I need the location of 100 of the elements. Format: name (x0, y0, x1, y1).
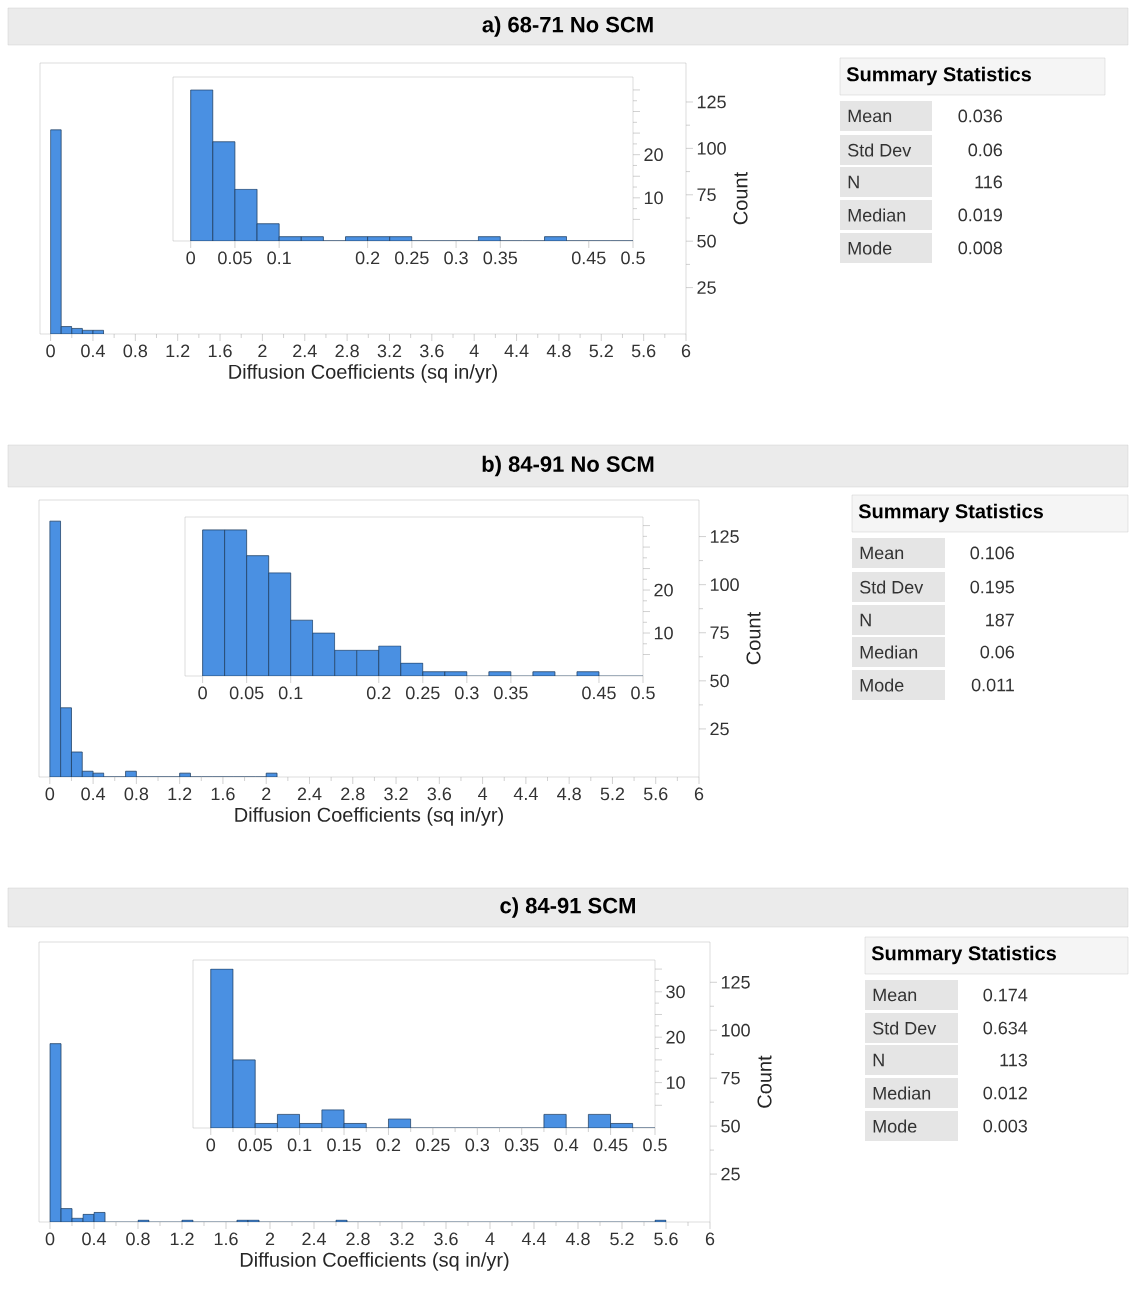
x-tick-label: 0 (45, 787, 55, 801)
x-tick-label: 5.6 (654, 1232, 678, 1246)
x-axis-title: Diffusion Coefficients (sq in/yr) (235, 807, 503, 826)
x-tick-label: 3.6 (427, 787, 452, 801)
y-tick-label: 50 (721, 1119, 740, 1133)
x-tick-label: 0.5 (621, 251, 645, 265)
y-tick-label: 20 (654, 583, 673, 597)
data-label: 0.012 (983, 1086, 1027, 1100)
x-tick-label: 0.2 (355, 251, 380, 265)
x-tick-label: 2 (265, 1232, 275, 1246)
x-tick-label: 0.4 (81, 344, 105, 358)
x-tick-label: 1.6 (208, 344, 232, 358)
y-axis-title: Count (757, 1055, 772, 1108)
x-tick-label: 0.8 (126, 1232, 150, 1246)
x-tick-label: 2.8 (346, 1232, 370, 1246)
x-tick-label: 0.25 (395, 251, 429, 265)
x-tick-label: 0.1 (278, 686, 303, 700)
data-label: 0.06 (980, 645, 1015, 659)
y-tick-label: 100 (697, 142, 726, 155)
category-label: Mode (860, 678, 904, 692)
x-tick-label: 0.25 (416, 1138, 450, 1152)
x-tick-label: 3.2 (390, 1232, 414, 1246)
x-tick-label: 0.5 (643, 1138, 667, 1152)
x-tick-label: 4.8 (546, 344, 571, 358)
x-tick-label: 1.2 (168, 787, 192, 801)
chart-title: a) 68-71 No SCM (482, 16, 653, 37)
category-label: Std Dev (873, 1021, 937, 1035)
x-tick-label: 6 (705, 1232, 715, 1246)
x-tick-label: 4 (469, 344, 479, 357)
data-label: 0.008 (958, 241, 1003, 255)
data-label: 0.011 (971, 678, 1014, 692)
text: Summary Statistics (871, 945, 1056, 965)
data-label: 0.003 (983, 1119, 1028, 1133)
x-tick-label: 0.45 (571, 251, 606, 265)
data-label: 0.195 (970, 580, 1015, 594)
x-tick-label: 3.6 (420, 344, 444, 358)
x-tick-label: 0.4 (554, 1138, 579, 1152)
text: Summary Statistics (858, 503, 1043, 523)
category-label: Mean (860, 546, 904, 560)
x-tick-label: 4 (485, 1232, 495, 1245)
y-tick-label: 25 (721, 1167, 740, 1181)
x-tick-label: 4.4 (521, 1232, 546, 1245)
x-tick-label: 6 (681, 344, 691, 358)
y-tick-label: 100 (710, 578, 739, 592)
x-tick-label: 0.8 (124, 787, 149, 801)
data-label: 113 (1000, 1053, 1028, 1067)
category-label: N (873, 1053, 884, 1067)
x-tick-label: 4 (478, 787, 488, 800)
y-tick-label: 20 (644, 148, 663, 162)
category-label: Mode (873, 1119, 917, 1133)
y-tick-label: 75 (697, 188, 716, 202)
x-tick-label: 4.8 (557, 787, 581, 801)
x-tick-label: 0.3 (455, 686, 479, 700)
x-tick-label: 2.8 (335, 344, 359, 358)
x-tick-label: 6 (694, 787, 704, 801)
x-tick-label: 0.1 (287, 1138, 312, 1152)
x-tick-label: 0 (45, 1232, 55, 1246)
x-tick-label: 0.4 (81, 787, 106, 801)
y-axis-title: Count (746, 611, 761, 665)
data-label: 0.019 (958, 208, 1002, 222)
y-tick-label: 20 (666, 1030, 685, 1044)
x-tick-label: 3.2 (384, 787, 408, 801)
x-tick-label: 2 (258, 344, 267, 358)
x-tick-label: 0.35 (504, 1138, 539, 1152)
category-label: Std Dev (860, 580, 924, 594)
x-tick-label: 4.4 (513, 787, 538, 800)
x-tick-label: 2 (262, 787, 271, 801)
x-tick-label: 1.6 (214, 1232, 238, 1246)
category-label: Mode (848, 241, 892, 255)
x-tick-label: 0.5 (631, 686, 655, 700)
y-tick-label: 25 (710, 722, 729, 736)
x-tick-label: 5.6 (631, 344, 656, 358)
data-label: 0.106 (970, 546, 1015, 560)
data-label: 0.174 (983, 988, 1028, 1002)
x-axis-title: Diffusion Coefficients (sq in/yr) (229, 364, 497, 383)
x-tick-label: 0 (198, 686, 207, 700)
chart-title: b) 84-91 No SCM (482, 455, 654, 477)
y-axis-title: Count (733, 171, 748, 225)
x-tick-label: 0 (186, 251, 196, 265)
category-label: Mean (873, 988, 917, 1002)
y-tick-label: 125 (697, 95, 726, 109)
y-tick-label: 125 (721, 975, 750, 989)
x-tick-label: 2.8 (341, 787, 365, 801)
x-tick-label: 1.2 (166, 344, 190, 358)
x-tick-label: 2.4 (293, 344, 317, 358)
x-tick-label: 2.4 (302, 1232, 326, 1246)
y-tick-label: 10 (654, 626, 673, 640)
data-label: 0.06 (968, 143, 1003, 157)
x-tick-label: 0.05 (238, 1138, 272, 1152)
text: Summary Statistics (846, 66, 1031, 86)
data-label: 116 (975, 175, 1003, 189)
y-tick-label: 50 (697, 234, 716, 248)
x-tick-label: 1.6 (211, 787, 235, 801)
y-tick-label: 125 (710, 530, 739, 543)
x-tick-label: 0.45 (582, 686, 616, 700)
x-tick-label: 5.2 (600, 787, 625, 801)
x-tick-label: 5.2 (589, 344, 613, 358)
x-tick-label: 3.2 (377, 344, 402, 358)
x-tick-label: 4.4 (504, 344, 529, 357)
data-label: 0.634 (983, 1021, 1028, 1035)
